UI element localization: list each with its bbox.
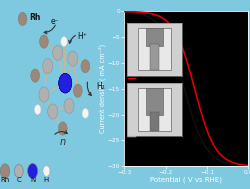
- Circle shape: [28, 163, 38, 179]
- Circle shape: [68, 51, 78, 66]
- Circle shape: [43, 166, 50, 176]
- FancyArrowPatch shape: [87, 82, 91, 95]
- Circle shape: [73, 84, 82, 97]
- Circle shape: [64, 98, 74, 113]
- Text: Rh: Rh: [0, 177, 10, 184]
- Circle shape: [82, 108, 88, 118]
- Circle shape: [42, 59, 52, 74]
- Circle shape: [60, 37, 67, 46]
- Text: H⁺: H⁺: [77, 32, 87, 41]
- Bar: [146, 28, 162, 46]
- Bar: [137, 28, 170, 70]
- Circle shape: [34, 105, 41, 115]
- Circle shape: [58, 73, 71, 93]
- Circle shape: [58, 73, 71, 93]
- Bar: [149, 44, 158, 70]
- X-axis label: Potential ( V vs RHE): Potential ( V vs RHE): [150, 177, 222, 183]
- Y-axis label: Current density ( mA cm⁻²): Current density ( mA cm⁻²): [98, 44, 106, 133]
- Circle shape: [48, 104, 58, 119]
- Bar: [137, 88, 170, 131]
- Circle shape: [0, 164, 10, 178]
- Text: —: —: [126, 74, 136, 83]
- FancyArrowPatch shape: [44, 25, 55, 34]
- Circle shape: [58, 122, 67, 135]
- Bar: [146, 88, 162, 115]
- Text: C: C: [16, 177, 21, 184]
- Text: H₂: H₂: [96, 82, 105, 91]
- Circle shape: [18, 12, 27, 26]
- Circle shape: [80, 60, 90, 73]
- Text: N: N: [30, 177, 35, 184]
- Text: e⁻: e⁻: [50, 17, 59, 26]
- FancyArrowPatch shape: [54, 131, 67, 134]
- Text: H: H: [44, 177, 49, 184]
- Text: —: —: [126, 132, 136, 142]
- Text: n: n: [60, 137, 66, 147]
- Bar: [149, 112, 158, 131]
- Circle shape: [39, 87, 49, 102]
- Circle shape: [14, 164, 23, 178]
- Circle shape: [52, 45, 62, 60]
- FancyArrowPatch shape: [68, 35, 75, 43]
- Text: Rh: Rh: [29, 13, 40, 22]
- Circle shape: [40, 35, 48, 48]
- Circle shape: [31, 69, 40, 82]
